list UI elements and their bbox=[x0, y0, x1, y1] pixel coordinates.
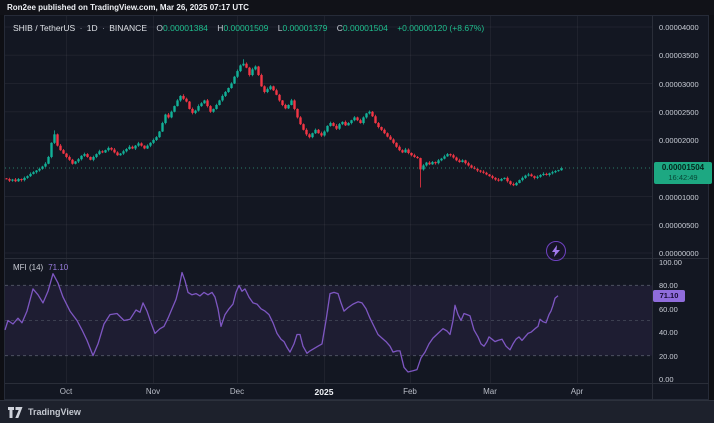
time-axis-label[interactable]: Apr bbox=[570, 387, 584, 396]
price-axis-tick[interactable]: 0.00004000 bbox=[659, 23, 699, 32]
mfi-band bbox=[5, 285, 652, 356]
indicator-value-badge: 71.10 bbox=[653, 290, 685, 302]
price-axis-tick[interactable]: 0.00000500 bbox=[659, 220, 699, 230]
mfi-axis-tick[interactable]: 60.00 bbox=[659, 304, 678, 314]
high-key: H bbox=[217, 23, 224, 33]
quick-trade-button[interactable] bbox=[546, 241, 566, 261]
price-axis-tick[interactable]: 0.00000000 bbox=[659, 249, 699, 258]
candlestick-series bbox=[5, 59, 563, 188]
exchange-label[interactable]: BINANCE bbox=[109, 23, 147, 33]
time-axis-label[interactable]: Nov bbox=[145, 387, 161, 396]
change-value: +0.00000120 (+8.67%) bbox=[397, 23, 485, 33]
low-value: 0.00001379 bbox=[282, 23, 328, 33]
bar-countdown: 16:42:49 bbox=[668, 173, 698, 182]
chart-frame bbox=[4, 15, 709, 400]
interval-label[interactable]: 1D bbox=[86, 23, 98, 33]
indicator-title[interactable]: MFI (14) bbox=[13, 263, 44, 272]
attribution-text: Ron2ee published on TradingView.com, Mar… bbox=[7, 3, 249, 12]
mfi-axis-tick[interactable]: 40.00 bbox=[659, 328, 678, 338]
mfi-line bbox=[4, 271, 559, 373]
tradingview-logo-icon[interactable] bbox=[8, 406, 23, 419]
mfi-axis-tick[interactable]: 80.00 bbox=[659, 281, 678, 291]
price-axis-tick[interactable]: 0.00003500 bbox=[659, 51, 699, 61]
symbol-legend[interactable]: SHIB / TetherUS · 1D · BINANCE O0.000013… bbox=[13, 23, 485, 33]
price-axis-tick[interactable]: 0.00002500 bbox=[659, 107, 699, 117]
time-axis-label[interactable]: Oct bbox=[59, 387, 73, 396]
time-axis-label[interactable]: Mar bbox=[483, 387, 497, 396]
lightning-icon bbox=[552, 245, 560, 257]
mfi-axis-tick[interactable]: 20.00 bbox=[659, 351, 678, 361]
footer-brand[interactable]: TradingView bbox=[28, 407, 81, 417]
open-key: O bbox=[156, 23, 163, 33]
open-value: 0.00001384 bbox=[163, 23, 208, 33]
last-price-badge: 0.00001504 16:42:49 bbox=[654, 162, 712, 184]
indicator-value: 71.10 bbox=[48, 263, 69, 272]
mfi-axis-tick[interactable]: 100.00 bbox=[659, 258, 682, 267]
attribution-bar: Ron2ee published on TradingView.com, Mar… bbox=[0, 0, 714, 15]
price-axis-tick[interactable]: 0.00003000 bbox=[659, 79, 699, 89]
mfi-axis-tick[interactable]: 0.00 bbox=[659, 375, 674, 384]
grid bbox=[5, 16, 652, 383]
low-key: L bbox=[277, 23, 283, 33]
indicator-legend[interactable]: MFI (14) 71.10 bbox=[13, 263, 68, 272]
price-axis-tick[interactable]: 0.00001000 bbox=[659, 192, 699, 202]
time-axis-label[interactable]: Dec bbox=[229, 387, 245, 396]
close-value: 0.00001504 bbox=[342, 23, 388, 33]
symbol-title[interactable]: SHIB / TetherUS bbox=[13, 23, 76, 33]
close-key: C bbox=[336, 23, 343, 33]
price-axis-tick[interactable]: 0.00002000 bbox=[659, 136, 699, 145]
time-axis-label[interactable]: Feb bbox=[403, 387, 417, 396]
footer-bar: TradingView bbox=[0, 400, 714, 423]
time-axis-label[interactable]: 2025 bbox=[314, 387, 334, 397]
last-price-value: 0.00001504 bbox=[661, 163, 705, 172]
high-value: 0.00001509 bbox=[223, 23, 269, 33]
